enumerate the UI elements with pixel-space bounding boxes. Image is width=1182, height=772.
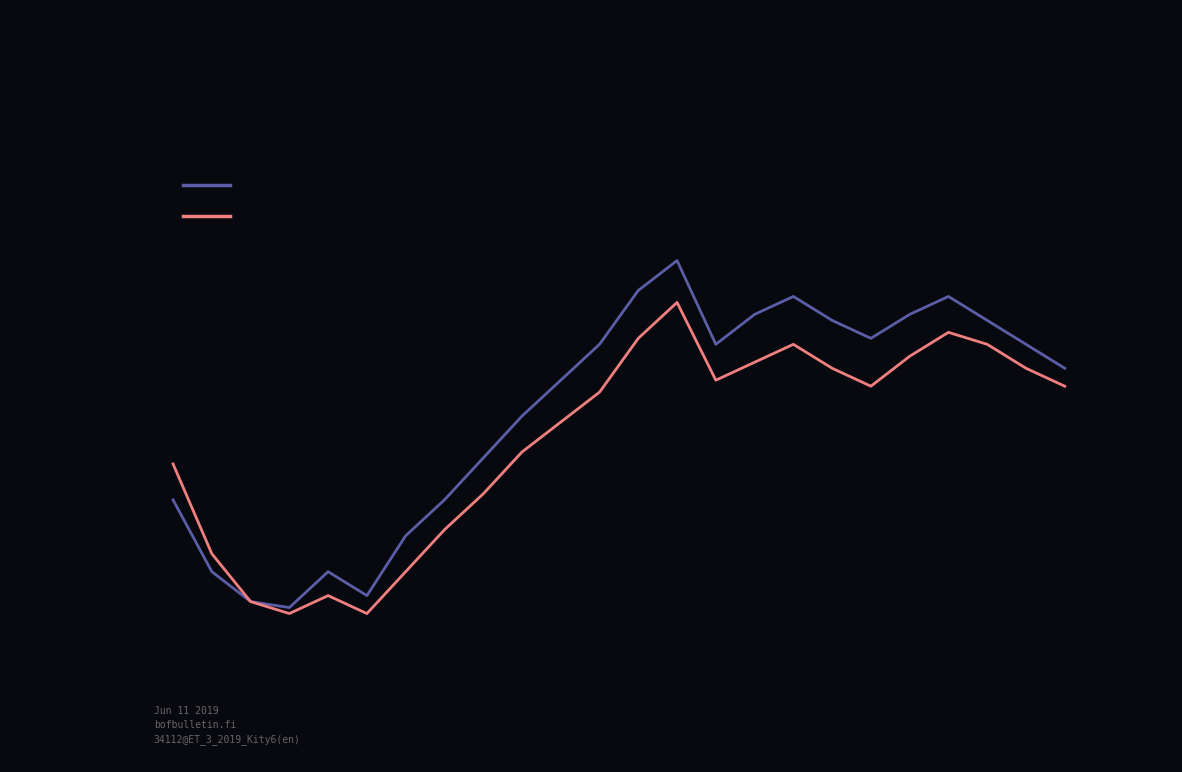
Text: Jun 11 2019
bofbulletin.fi
34112@ET_3_2019_Kity6(en): Jun 11 2019 bofbulletin.fi 34112@ET_3_20…	[154, 706, 300, 745]
